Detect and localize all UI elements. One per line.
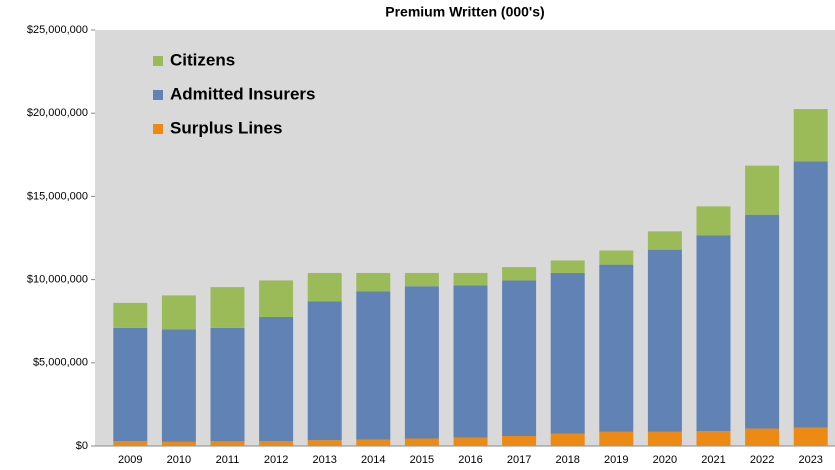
bar-segment [550,272,585,434]
legend-label: Surplus Lines [170,118,282,137]
bar-segment [404,438,439,446]
x-tick-label: 2020 [653,454,677,466]
bar-segment [550,260,585,273]
bar-segment [550,433,585,446]
x-tick-label: 2018 [555,454,579,466]
x-tick-label: 2023 [798,454,822,466]
bar-segment [259,317,294,442]
x-tick-label: 2019 [604,454,628,466]
bar-segment [113,441,148,446]
bar-segment [502,267,537,281]
bar-segment [793,427,828,446]
bar-segment [161,295,196,330]
bar-segment [745,165,780,215]
bar-segment [745,214,780,429]
x-tick-label: 2012 [264,454,288,466]
bar-segment [210,441,245,446]
bar-segment [210,287,245,328]
bar-segment [307,440,342,446]
bar-segment [113,302,148,328]
bar-segment [696,235,731,432]
bar-segment [307,272,342,302]
bar-segment [259,280,294,318]
bar-segment [793,161,828,428]
bar-segment [696,206,731,236]
x-tick-label: 2022 [750,454,774,466]
y-tick-label: $15,000,000 [27,190,88,202]
bar-segment [453,272,488,286]
bar-segment [647,231,682,250]
chart-title: Premium Written (000's) [385,4,544,20]
bar-segment [647,249,682,432]
x-tick-label: 2011 [216,454,240,466]
legend-swatch [153,124,163,134]
bar-segment [404,272,439,287]
bar-segment [599,250,634,265]
bar-segment [210,327,245,442]
x-tick-label: 2013 [312,454,336,466]
legend-label: Citizens [170,50,235,69]
bar-segment [307,301,342,441]
x-tick-label: 2010 [167,454,191,466]
bar-segment [404,286,439,439]
legend-label: Admitted Insurers [170,84,315,103]
bar-segment [793,109,828,162]
x-tick-label: 2015 [410,454,434,466]
x-tick-label: 2017 [507,454,531,466]
bar-segment [502,436,537,446]
legend-swatch [153,56,163,66]
bar-segment [599,431,634,446]
y-tick-label: $25,000,000 [27,24,88,36]
bar-segment [113,327,148,442]
bar-segment [356,291,391,440]
legend-swatch [153,90,163,100]
x-tick-label: 2014 [361,454,385,466]
y-tick-label: $10,000,000 [27,274,88,286]
y-tick-label: $5,000,000 [33,357,88,369]
bar-segment [161,441,196,446]
bar-segment [647,431,682,446]
x-tick-label: 2016 [458,454,482,466]
bar-segment [356,272,391,292]
x-tick-label: 2009 [118,454,142,466]
bar-segment [745,428,780,446]
y-tick-label: $0 [76,440,88,452]
bar-segment [696,431,731,446]
bar-segment [599,264,634,432]
bar-segment [259,441,294,446]
bar-segment [453,437,488,446]
x-tick-label: 2021 [701,454,725,466]
y-tick-label: $20,000,000 [27,107,88,119]
bar-segment [453,285,488,438]
bar-segment [161,329,196,442]
bar-segment [502,280,537,437]
bar-segment [356,439,391,446]
